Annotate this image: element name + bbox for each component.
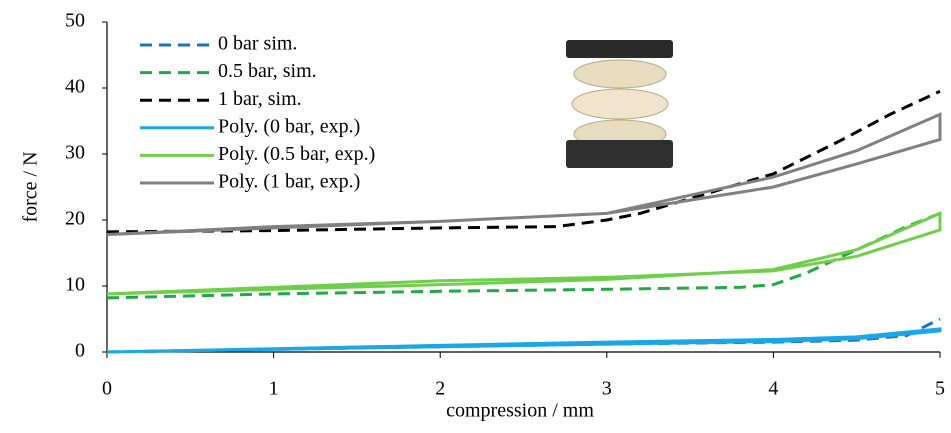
legend-label: Poly. (1 bar, exp.)	[218, 171, 360, 193]
x-tick-label: 3	[602, 378, 612, 400]
x-tick-label: 0	[102, 378, 112, 400]
x-axis-label: compression / mm	[446, 400, 594, 422]
y-tick-label: 10	[65, 274, 85, 296]
photo	[566, 40, 673, 168]
series-line	[107, 319, 940, 352]
series-line	[107, 329, 940, 352]
y-tick-label: 0	[75, 340, 85, 362]
x-tick-label: 1	[269, 378, 279, 400]
legend-label: 1 bar, sim.	[218, 88, 302, 110]
legend-label: Poly. (0.5 bar, exp.)	[218, 143, 375, 165]
x-tick-label: 4	[768, 378, 778, 400]
y-tick-label: 50	[65, 10, 85, 32]
y-tick-label: 40	[65, 76, 85, 98]
y-tick-label: 30	[65, 142, 85, 164]
x-tick-label: 2	[435, 378, 445, 400]
series-line	[107, 213, 940, 297]
legend-label: 0 bar sim.	[218, 33, 297, 55]
series-line	[107, 213, 940, 294]
chart: compression / mm force / N 0 10 20 30 40 50 0 1…	[0, 0, 951, 433]
legend-label: 0.5 bar, sim.	[218, 60, 317, 82]
x-tick-label: 5	[935, 378, 945, 400]
legend-label: Poly. (0 bar, exp.)	[218, 115, 360, 137]
y-tick-label: 20	[65, 208, 85, 230]
y-axis-label: force / N	[20, 151, 42, 222]
